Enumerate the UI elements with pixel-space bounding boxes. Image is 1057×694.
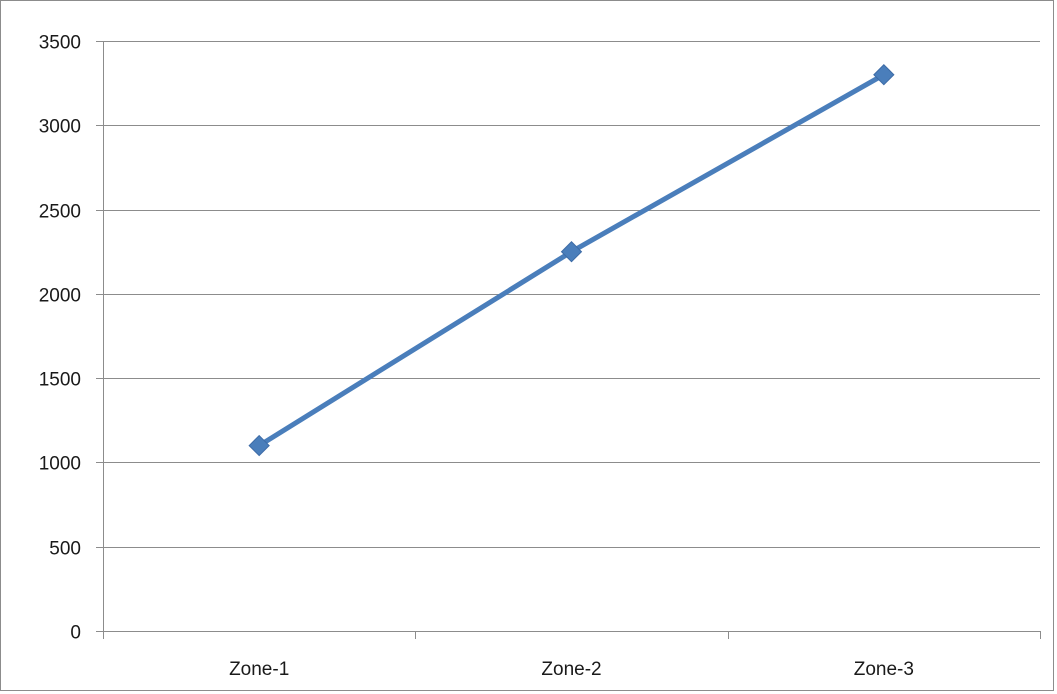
x-axis-tick-labels: Zone-1 Zone-2 Zone-3 <box>229 659 914 680</box>
y-tick-label: 3500 <box>39 33 81 54</box>
data-point-marker <box>873 64 895 86</box>
data-point-marker <box>560 241 583 263</box>
y-tick-label: 0 <box>70 623 81 644</box>
y-tick-label: 1500 <box>39 370 81 391</box>
axes <box>96 41 1041 639</box>
y-tick-label: 500 <box>49 539 81 560</box>
y-tick-label: 2000 <box>39 286 81 307</box>
x-tick-label: Zone-3 <box>854 659 914 680</box>
x-tick-label: Zone-1 <box>229 659 289 680</box>
y-axis-tick-labels: 0 500 1000 1500 2000 2500 3000 3500 <box>39 33 81 644</box>
data-point-marker <box>248 434 270 457</box>
series-group <box>248 64 895 457</box>
gridlines <box>103 41 1040 548</box>
y-tick-label: 1000 <box>39 454 81 475</box>
x-tick-label: Zone-2 <box>541 659 601 680</box>
y-tick-label: 2500 <box>39 202 81 223</box>
y-tick-label: 3000 <box>39 117 81 138</box>
